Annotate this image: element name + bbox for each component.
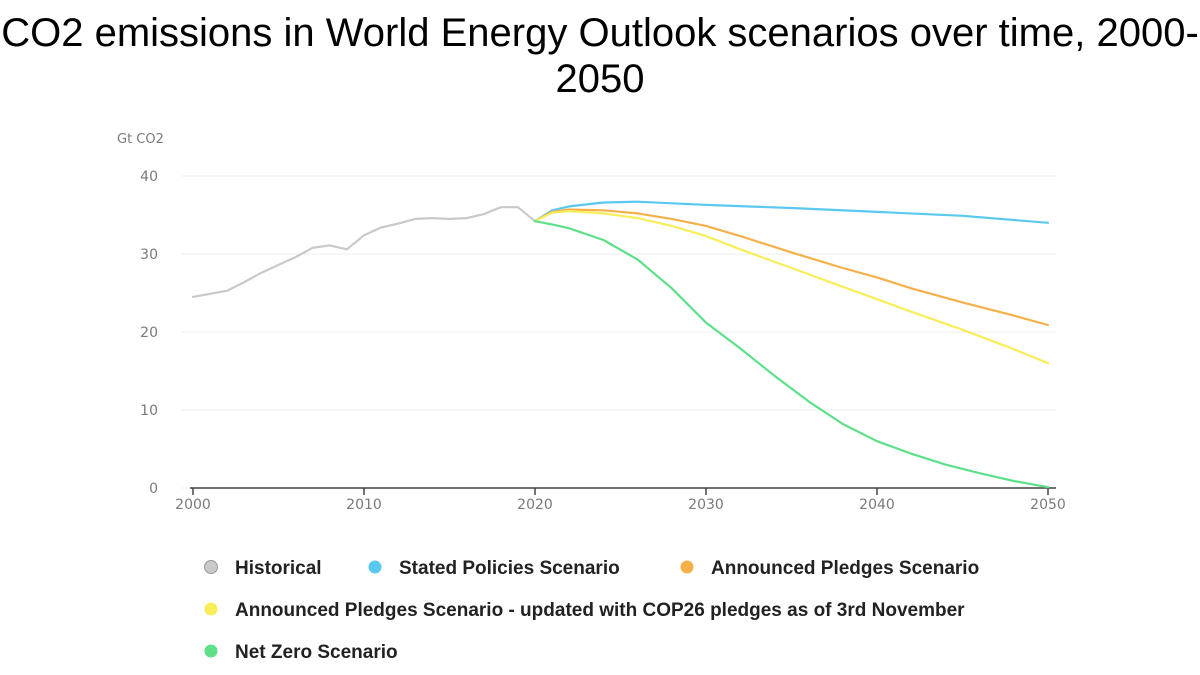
legend-item-4: Announced Pledges Scenario - updated wit… [204, 600, 965, 621]
legend-swatch [680, 560, 694, 574]
legend-swatch [204, 644, 218, 658]
legend-item-1: Historical [204, 558, 322, 579]
series-line-3 [533, 208, 1050, 327]
chart-title: CO2 emissions in World Energy Outlook sc… [1, 11, 1199, 101]
y-tick-label: 40 [140, 169, 158, 185]
legend-label: Historical [235, 558, 322, 579]
legend-item-2: Stated Policies Scenario [368, 558, 620, 579]
y-tick-label: 10 [140, 403, 158, 419]
x-tick-label: 2050 [1030, 497, 1066, 513]
legend-swatch [368, 560, 382, 574]
x-tick-label: 2000 [175, 497, 211, 513]
y-tick-label: 20 [140, 325, 158, 341]
x-tick-label: 2040 [859, 497, 895, 513]
y-tick-label: 0 [149, 481, 158, 497]
legend-item-5: Net Zero Scenario [204, 642, 398, 663]
x-tick-label: 2020 [517, 497, 553, 513]
legend-label: Stated Policies Scenario [399, 558, 620, 579]
legend-label: Announced Pledges Scenario - updated wit… [235, 600, 965, 621]
series-line-2 [533, 200, 1050, 224]
legend-swatch [204, 602, 218, 616]
y-tick-label: 30 [140, 247, 158, 263]
legend-label: Net Zero Scenario [235, 642, 398, 663]
series-line-5 [533, 220, 1050, 489]
legend-swatch [204, 560, 218, 574]
y-axis-unit-label: Gt CO2 [117, 132, 164, 147]
x-tick-label: 2010 [346, 497, 382, 513]
legend-item-3: Announced Pledges Scenario [680, 558, 979, 579]
legend-label: Announced Pledges Scenario [711, 558, 979, 579]
series-line-1 [191, 206, 537, 298]
x-tick-label: 2030 [688, 497, 724, 513]
series-line-4 [533, 210, 1050, 365]
